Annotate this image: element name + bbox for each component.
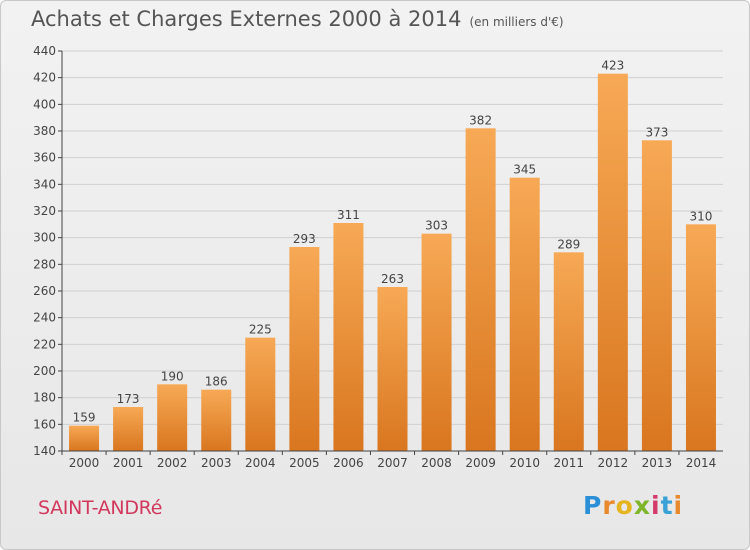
bar-2007	[377, 287, 408, 451]
bar-2001	[113, 407, 144, 451]
x-axis: 2000 2001 2002 2003 2004 2005 2006 2007 2008 2009…	[61, 450, 723, 470]
x-tick-label: 2000	[69, 456, 100, 470]
data-label-2009: 382	[469, 113, 492, 127]
y-axis: 140 160 180 200 220 240 260 280 300 320 340 360 380 4…	[33, 44, 63, 458]
y-tick-label: 400	[33, 97, 56, 111]
bar-2003	[201, 389, 232, 451]
bar-2009	[465, 128, 496, 451]
y-tick-label: 360	[33, 151, 56, 165]
bar-2010	[509, 177, 540, 451]
data-label-2003: 186	[205, 375, 228, 389]
logo-letter: o	[615, 491, 634, 520]
x-tick-label: 2013	[642, 456, 673, 470]
bar-2004	[245, 337, 276, 451]
x-tick-label: 2006	[333, 456, 364, 470]
data-label-2014: 310	[690, 209, 713, 223]
data-labels: 159 173 190 186 225 293 311 263 303 382 345 289 423 3…	[73, 59, 713, 425]
logo-letter: i	[673, 491, 684, 520]
x-tick-label: 2008	[421, 456, 452, 470]
data-label-2004: 225	[249, 323, 272, 337]
x-tick-label: 2010	[509, 456, 540, 470]
data-label-2012: 423	[601, 59, 624, 73]
x-tick-label: 2005	[289, 456, 320, 470]
data-label-2013: 373	[645, 125, 668, 139]
bar-2005	[289, 247, 320, 451]
logo-letter: i	[651, 491, 661, 520]
bar-2008	[421, 233, 452, 451]
y-tick-label: 440	[33, 44, 56, 58]
logo-letter: t	[660, 491, 674, 520]
y-tick-label: 160	[33, 417, 56, 431]
chart-title: Achats et Charges Externes 2000 à 2014 (e…	[31, 7, 564, 31]
x-tick-label: 2004	[245, 456, 276, 470]
y-tick-label: 260	[33, 284, 56, 298]
commune-name: SAINT-ANDRé	[38, 497, 163, 519]
bar-2012	[597, 73, 628, 452]
chart-title-text: Achats et Charges Externes 2000 à 2014	[31, 7, 462, 31]
data-label-2005: 293	[293, 232, 316, 246]
x-tick-label: 2007	[377, 456, 408, 470]
y-tick-label: 300	[33, 231, 56, 245]
x-tick-label: 2011	[553, 456, 584, 470]
y-tick-label: 200	[33, 364, 56, 378]
y-tick-label: 320	[33, 204, 56, 218]
y-tick-label: 240	[33, 311, 56, 325]
x-tick-label: 2014	[686, 456, 717, 470]
proxiti-logo[interactable]: Proxiti	[583, 491, 683, 520]
x-tick-label: 2002	[157, 456, 188, 470]
chart-subtitle: (en milliers d'€)	[469, 15, 564, 29]
y-tick-label: 180	[33, 391, 56, 405]
y-tick-label: 380	[33, 124, 56, 138]
bar-2002	[157, 384, 188, 451]
bar-2014	[685, 224, 716, 451]
bar-2013	[641, 140, 672, 452]
x-tick-label: 2012	[598, 456, 629, 470]
data-label-2008: 303	[425, 219, 448, 233]
data-label-2001: 173	[117, 392, 140, 406]
data-label-2010: 345	[513, 163, 536, 177]
x-tick-label: 2001	[113, 456, 144, 470]
y-tick-label: 220	[33, 337, 56, 351]
bar-2011	[553, 252, 584, 451]
data-label-2011: 289	[557, 237, 580, 251]
x-tick-label: 2003	[201, 456, 232, 470]
bar-2006	[333, 223, 364, 451]
data-label-2002: 190	[161, 369, 184, 383]
y-tick-label: 140	[33, 444, 56, 458]
data-label-2000: 159	[73, 411, 96, 425]
x-tick-label: 2009	[465, 456, 496, 470]
logo-letter: r	[602, 491, 616, 520]
y-tick-label: 420	[33, 71, 56, 85]
data-label-2007: 263	[381, 272, 404, 286]
logo-letter: x	[633, 491, 651, 520]
bars	[69, 73, 716, 452]
bar-2000	[69, 425, 100, 451]
y-tick-label: 340	[33, 177, 56, 191]
data-label-2006: 311	[337, 208, 360, 222]
logo-letter: P	[583, 491, 603, 520]
y-tick-label: 280	[33, 257, 56, 271]
